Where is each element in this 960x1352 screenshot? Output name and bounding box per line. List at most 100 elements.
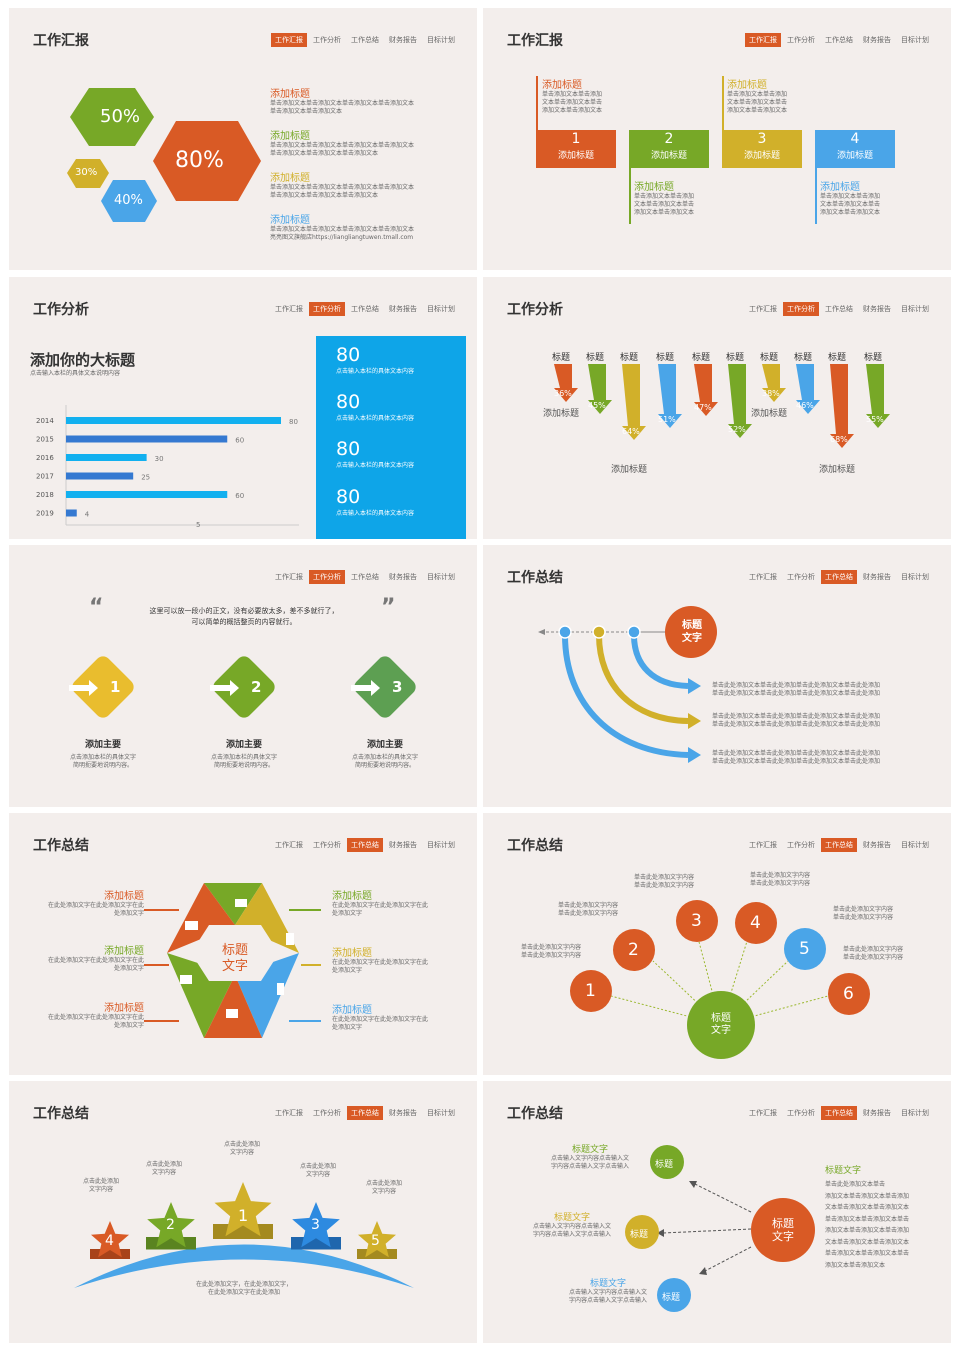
tab-analysis[interactable]: 工作分析 — [787, 1109, 815, 1117]
tab-finance[interactable]: 财务报告 — [863, 573, 891, 581]
tab-plan[interactable]: 目标计划 — [901, 573, 929, 581]
tab-report[interactable]: 工作汇报 — [745, 33, 781, 47]
tab-finance[interactable]: 财务报告 — [389, 305, 417, 313]
tab-plan[interactable]: 目标计划 — [427, 841, 455, 849]
stats-panel: 80 点击输入本栏的具体文本内容 80 点击输入本栏的具体文本内容 80 点击输入本栏… — [316, 336, 466, 539]
tab-plan[interactable]: 目标计划 — [427, 1109, 455, 1117]
stat-2: 80 点击输入本栏的具体文本内容 — [336, 391, 414, 422]
tab-plan[interactable]: 目标计划 — [427, 573, 455, 581]
tab-report[interactable]: 工作汇报 — [275, 841, 303, 849]
tab-summary[interactable]: 工作总结 — [351, 305, 379, 313]
tab-finance[interactable]: 财务报告 — [389, 841, 417, 849]
tab-plan[interactable]: 目标计划 — [901, 1109, 929, 1117]
slide-10: 工作总结 工作汇报 工作分析 工作总结 财务报告 目标计划 标题 标题 标题 标题 文字 … — [483, 1081, 951, 1343]
tab-analysis[interactable]: 工作分析 — [783, 302, 819, 316]
tab-analysis[interactable]: 工作分析 — [787, 36, 815, 44]
connector-line — [815, 168, 817, 224]
text: 文本单击添加文本单击添加文本 — [825, 1204, 910, 1211]
diamonds — [69, 656, 416, 718]
node-text: 单击此处添加文字内容 单击此处添加文字内容 — [558, 902, 618, 918]
tab-plan[interactable]: 目标计划 — [901, 841, 929, 849]
box-1: 1 添加标题 — [536, 130, 616, 168]
center-text: 标题 — [682, 620, 702, 631]
tab-summary[interactable]: 工作总结 — [347, 1106, 383, 1120]
tab-summary[interactable]: 工作总结 — [351, 573, 379, 581]
tab-plan[interactable]: 目标计划 — [901, 36, 929, 44]
tab-summary[interactable]: 工作总结 — [825, 36, 853, 44]
slide-8: 工作总结 工作汇报 工作分析 工作总结 财务报告 目标计划 1 2 3 4 5 6 标题… — [483, 813, 951, 1075]
tab-plan[interactable]: 目标计划 — [901, 305, 929, 313]
heading: 添加标题 — [634, 182, 674, 193]
text: 添加文本单击添加文本 — [727, 107, 788, 114]
star-number: 4 — [105, 1233, 114, 1249]
tab-finance[interactable]: 财务报告 — [863, 841, 891, 849]
box-number: 4 — [850, 131, 860, 147]
arrow-pct: 38% — [762, 389, 780, 398]
tab-report[interactable]: 工作汇报 — [749, 305, 777, 313]
tab-report[interactable]: 工作汇报 — [749, 1109, 777, 1117]
connector-line — [536, 76, 538, 130]
text: 单击添加文本单击添加 — [542, 91, 603, 98]
tab-finance[interactable]: 财务报告 — [389, 36, 417, 44]
arrow — [830, 364, 854, 448]
bar — [66, 509, 77, 517]
feature-text: 点击添加本栏的具体文字 — [351, 754, 418, 761]
tab-report[interactable]: 工作汇报 — [275, 305, 303, 313]
caption-2: 添加标题 — [611, 465, 648, 475]
hex-ring — [144, 883, 321, 1038]
tab-finance[interactable]: 财务报告 — [863, 36, 891, 44]
tab-summary[interactable]: 工作总结 — [821, 1106, 857, 1120]
tab-summary[interactable]: 工作总结 — [347, 838, 383, 852]
tab-plan[interactable]: 目标计划 — [427, 305, 455, 313]
arrow-pct: 55% — [866, 415, 884, 424]
tab-finance[interactable]: 财务报告 — [389, 1109, 417, 1117]
tab-plan[interactable]: 目标计划 — [427, 36, 455, 44]
tab-report[interactable]: 工作汇报 — [749, 841, 777, 849]
star-label: 点击此处添加 文字内容 — [142, 1161, 186, 1177]
tab-analysis[interactable]: 工作分析 — [313, 36, 341, 44]
bar-value: 60 — [235, 437, 244, 445]
text: 单击此处添加文字内容 — [521, 944, 582, 951]
node-text: 单击此处添加文字内容 单击此处添加文字内容 — [833, 906, 893, 922]
text: 文字内容 — [305, 1171, 330, 1178]
tab-summary[interactable]: 工作总结 — [821, 570, 857, 584]
feature-text: 简明扼要地说明内容。 — [213, 762, 274, 769]
text: 文本单击添加文本单击 — [542, 99, 603, 106]
tab-analysis[interactable]: 工作分析 — [313, 841, 341, 849]
arrow-pct: 64% — [622, 427, 640, 436]
text: 文字内容 — [371, 1188, 396, 1195]
tab-summary[interactable]: 工作总结 — [351, 36, 379, 44]
hex-80-label: 80% — [175, 148, 224, 173]
tab-analysis[interactable]: 工作分析 — [309, 570, 345, 584]
node-label: 标题 — [630, 1230, 649, 1240]
item-text: 在此处添加文字在此处添加文字在此 — [47, 902, 144, 909]
tab-report[interactable]: 工作汇报 — [749, 573, 777, 581]
text: 单击此处添加文字内容 — [750, 872, 811, 879]
text: 添加文本单击添加文本 — [634, 209, 695, 216]
center-text: 文字 — [221, 959, 248, 974]
tab-analysis[interactable]: 工作分析 — [309, 302, 345, 316]
tab-analysis[interactable]: 工作分析 — [313, 1109, 341, 1117]
star-number: 1 — [238, 1206, 249, 1225]
stat-text: 点击输入本栏的具体文本内容 — [336, 462, 415, 469]
text: 在此处添加文字在此处添加 — [207, 1289, 280, 1296]
tab-report[interactable]: 工作汇报 — [271, 33, 307, 47]
bar — [66, 454, 147, 461]
heading: 添加标题 — [542, 80, 582, 91]
tab-finance[interactable]: 财务报告 — [389, 573, 417, 581]
arrow-pct: 36% — [554, 389, 572, 398]
nav-tabs: 工作汇报 工作分析 工作总结 财务报告 目标计划 — [269, 1106, 459, 1120]
tab-finance[interactable]: 财务报告 — [863, 305, 891, 313]
tab-report[interactable]: 工作汇报 — [275, 1109, 303, 1117]
node-number: 1 — [585, 981, 596, 1001]
curve-arrows — [538, 606, 717, 763]
tab-finance[interactable]: 财务报告 — [863, 1109, 891, 1117]
tab-analysis[interactable]: 工作分析 — [787, 573, 815, 581]
tab-analysis[interactable]: 工作分析 — [787, 841, 815, 849]
tab-report[interactable]: 工作汇报 — [275, 573, 303, 581]
slide-3: 工作分析 工作汇报 工作分析 工作总结 财务报告 目标计划 添加你的大标题 点击输入本栏… — [9, 277, 477, 539]
tab-summary[interactable]: 工作总结 — [825, 305, 853, 313]
node-number: 2 — [628, 940, 639, 960]
item-text: 在此处添加文字在此处添加文字在此 — [47, 957, 144, 964]
tab-summary[interactable]: 工作总结 — [821, 838, 857, 852]
